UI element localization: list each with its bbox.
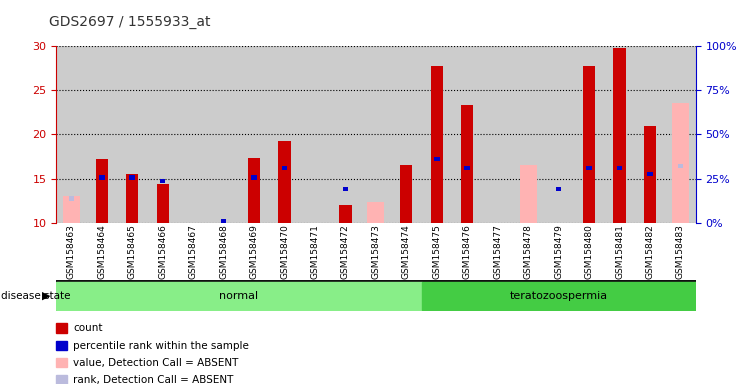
FancyBboxPatch shape (422, 281, 696, 310)
Bar (269, 46, 300, 223)
Text: GSM158467: GSM158467 (188, 224, 197, 279)
Text: GSM158479: GSM158479 (554, 224, 563, 279)
Bar (340, 205, 352, 223)
Text: ▶: ▶ (43, 291, 51, 301)
Text: GSM158465: GSM158465 (128, 224, 137, 279)
Bar (586, 166, 592, 170)
Bar (604, 46, 635, 223)
Bar (156, 184, 169, 223)
Bar (434, 157, 440, 161)
Bar (56, 46, 87, 223)
Bar (556, 187, 561, 191)
Bar (117, 46, 147, 223)
Text: GSM158477: GSM158477 (493, 224, 502, 279)
Bar (69, 196, 74, 200)
Bar (160, 179, 165, 184)
Bar (282, 166, 287, 170)
Bar (278, 141, 290, 223)
Bar (343, 187, 348, 191)
Bar (482, 46, 513, 223)
Bar (251, 175, 257, 180)
Text: GSM158480: GSM158480 (584, 224, 594, 279)
Text: GSM158482: GSM158482 (646, 224, 654, 279)
Bar (574, 46, 604, 223)
Bar (248, 158, 260, 223)
Bar (583, 66, 595, 223)
Bar (63, 196, 80, 223)
Bar (461, 105, 473, 223)
Bar (520, 166, 536, 223)
Bar (422, 46, 452, 223)
Bar (239, 46, 269, 223)
Bar (647, 172, 653, 176)
Bar (543, 46, 574, 223)
Bar (87, 46, 117, 223)
Text: GDS2697 / 1555933_at: GDS2697 / 1555933_at (49, 15, 210, 29)
Bar (300, 46, 330, 223)
Bar (400, 166, 412, 223)
Text: GSM158476: GSM158476 (463, 224, 472, 279)
Text: rank, Detection Call = ABSENT: rank, Detection Call = ABSENT (73, 375, 233, 384)
Bar (209, 46, 239, 223)
Text: GSM158463: GSM158463 (67, 224, 76, 279)
Text: GSM158478: GSM158478 (524, 224, 533, 279)
Text: value, Detection Call = ABSENT: value, Detection Call = ABSENT (73, 358, 239, 368)
Bar (391, 46, 422, 223)
Text: GSM158466: GSM158466 (158, 224, 168, 279)
Bar (147, 46, 178, 223)
Bar (617, 166, 622, 170)
Bar (644, 126, 656, 223)
Bar (665, 46, 696, 223)
Bar (635, 46, 665, 223)
Text: GSM158464: GSM158464 (97, 224, 106, 279)
FancyBboxPatch shape (56, 281, 422, 310)
Text: GSM158472: GSM158472 (341, 224, 350, 279)
Text: GSM158474: GSM158474 (402, 224, 411, 279)
Text: GSM158471: GSM158471 (310, 224, 319, 279)
Bar (126, 174, 138, 223)
FancyBboxPatch shape (56, 280, 696, 311)
Bar (452, 46, 482, 223)
Bar (178, 46, 209, 223)
Bar (678, 164, 683, 169)
Text: disease state: disease state (1, 291, 70, 301)
Bar (221, 219, 227, 223)
Text: GSM158468: GSM158468 (219, 224, 228, 279)
Bar (129, 175, 135, 180)
Text: normal: normal (219, 291, 258, 301)
Text: teratozoospermia: teratozoospermia (509, 291, 607, 301)
Bar (361, 46, 391, 223)
Bar (672, 104, 689, 223)
Text: percentile rank within the sample: percentile rank within the sample (73, 341, 249, 351)
Bar (513, 46, 543, 223)
Text: count: count (73, 323, 102, 333)
Bar (431, 66, 443, 223)
Text: GSM158470: GSM158470 (280, 224, 289, 279)
Text: GSM158469: GSM158469 (250, 224, 259, 279)
Bar (613, 48, 625, 223)
Bar (96, 159, 108, 223)
Text: GSM158483: GSM158483 (676, 224, 685, 279)
Bar (367, 202, 384, 223)
Bar (465, 166, 470, 170)
Bar (330, 46, 361, 223)
Text: GSM158473: GSM158473 (371, 224, 381, 279)
Text: GSM158475: GSM158475 (432, 224, 441, 279)
Text: GSM158481: GSM158481 (615, 224, 624, 279)
Bar (99, 175, 105, 180)
